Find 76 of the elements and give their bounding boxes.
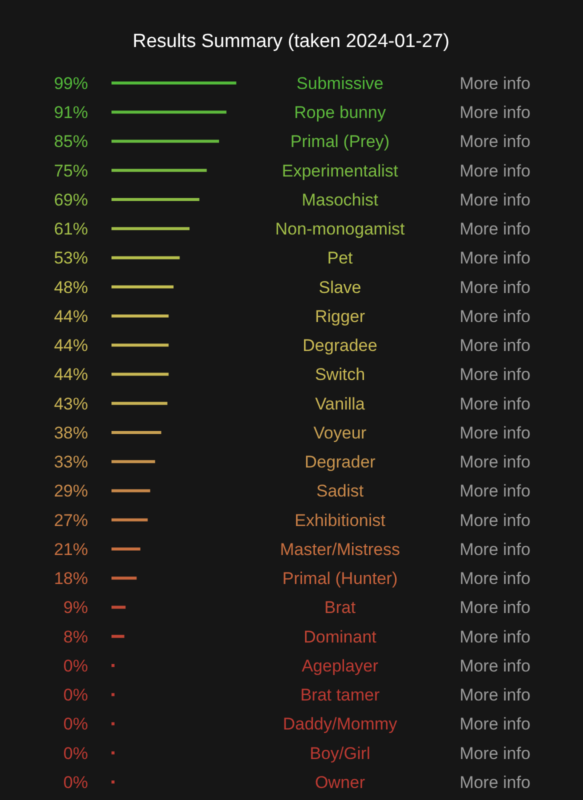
data-label: 18% (54, 569, 88, 588)
data-label: 43% (54, 394, 88, 414)
data-label: 29% (54, 482, 88, 501)
y-tick-label: Primal (Prey) (290, 132, 390, 152)
y-tick-label: Non-monogamist (275, 220, 405, 239)
text: More info (460, 278, 530, 297)
y-tick-label: Rigger (314, 306, 366, 326)
y-tick-label: Rope bunny (294, 103, 386, 122)
text: More info (460, 540, 530, 559)
text: More info (460, 686, 530, 705)
text: More info (460, 220, 530, 239)
text: More info (460, 656, 530, 676)
text: More info (460, 132, 530, 152)
y-tick-label: Brat tamer (300, 686, 380, 705)
data-label: 75% (54, 161, 88, 180)
y-tick-label: Switch (314, 365, 366, 384)
text: More info (460, 569, 530, 588)
text: More info (460, 452, 530, 472)
data-label: 61% (54, 220, 88, 239)
data-label: 53% (54, 248, 88, 268)
text: More info (460, 365, 530, 384)
y-tick-label: Boy/Girl (310, 744, 370, 763)
data-label: 0% (63, 714, 88, 734)
data-label: 69% (54, 190, 88, 210)
text: More info (460, 336, 530, 356)
y-tick-label: Exhibitionist (294, 510, 386, 530)
y-tick-label: Degrader (304, 452, 376, 472)
data-label: 38% (54, 423, 88, 442)
y-tick-label: Slave (318, 278, 362, 297)
data-label: 44% (54, 336, 88, 356)
y-tick-label: Sadist (316, 482, 364, 501)
text: More info (460, 306, 530, 326)
y-tick-label: Degradee (302, 336, 378, 356)
y-tick-label: Ageplayer (302, 656, 379, 676)
y-tick-label: Pet (327, 248, 354, 268)
y-tick-label: Brat (324, 598, 356, 618)
data-label: 44% (54, 306, 88, 326)
y-tick-label: Master/Mistress (280, 540, 400, 559)
y-tick-label: Voyeur (314, 423, 367, 442)
data-label: 91% (54, 103, 88, 122)
text: More info (460, 772, 530, 792)
text: More info (460, 190, 530, 210)
y-tick-label: Primal (Hunter) (282, 569, 398, 588)
text: More info (460, 161, 530, 180)
data-label: 33% (54, 452, 88, 472)
text: More info (460, 744, 530, 763)
text: More info (460, 598, 530, 618)
data-label: 44% (54, 365, 88, 384)
text: More info (460, 714, 530, 734)
text: More info (460, 394, 530, 414)
text: More info (460, 423, 530, 442)
y-tick-label: Owner (314, 772, 366, 792)
y-tick-label: Experimentalist (282, 161, 398, 180)
y-tick-label: Vanilla (315, 394, 366, 414)
y-tick-label: Daddy/Mommy (282, 714, 398, 734)
data-label: 27% (54, 510, 88, 530)
data-label: 8% (63, 627, 88, 646)
text: More info (460, 74, 530, 93)
data-label: 0% (63, 772, 88, 792)
data-label: 0% (63, 656, 88, 676)
data-label: 0% (63, 686, 88, 705)
text: More info (460, 103, 530, 122)
data-label: 99% (54, 74, 88, 93)
text: More info (460, 482, 530, 501)
y-tick-label: Dominant (304, 627, 377, 646)
data-label: 0% (63, 744, 88, 763)
data-label: 21% (54, 540, 88, 559)
y-tick-label: Masochist (302, 190, 379, 210)
data-label: 48% (54, 278, 88, 297)
text: More info (460, 627, 530, 646)
data-label: 85% (54, 132, 88, 152)
y-tick-label: Submissive (296, 74, 384, 93)
data-label: 9% (63, 598, 88, 618)
text: More info (460, 248, 530, 268)
text: Results Summary (taken 2024-01-27) (132, 31, 450, 52)
text: More info (460, 510, 530, 530)
